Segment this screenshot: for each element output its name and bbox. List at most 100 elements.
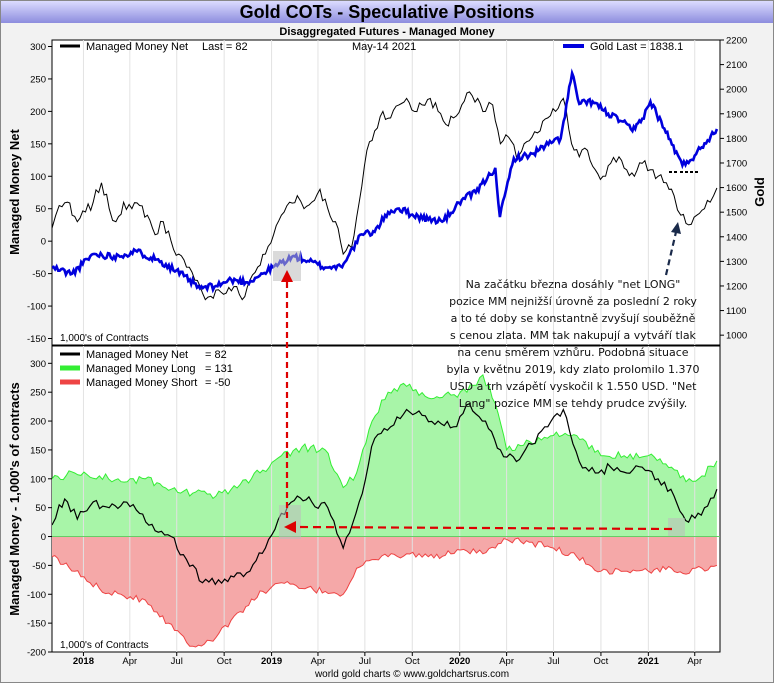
top-y-axis-title: Managed Money Net <box>7 128 22 254</box>
top-plot-area <box>51 39 721 346</box>
top-right-tick-label: 1300 <box>726 257 747 268</box>
note-line-3: a to té doby se konstantně zvyšují soubě… <box>451 312 696 325</box>
x-tick-label: Apr <box>499 656 514 667</box>
x-tick-label: Apr <box>687 656 702 667</box>
note-line-7: USD a trh vzápětí vyskočil k 1.550 USD. … <box>450 380 698 393</box>
long-area <box>52 374 717 537</box>
x-tick-label: Jul <box>359 656 371 667</box>
x-tick-label: 2021 <box>638 656 660 667</box>
x-tick-label: Apr <box>311 656 326 667</box>
x-tick-label: 2018 <box>73 656 94 667</box>
note-line-5: na cenu směrem vzhůru. Podobná situace <box>457 346 688 359</box>
note-arrow-head-icon <box>671 222 681 234</box>
highlight-box-bottom <box>279 505 301 539</box>
legend-short-label: Managed Money Short <box>86 377 197 389</box>
legend-long-value: = 131 <box>205 363 233 375</box>
chart-title: Gold COTs - Speculative Positions <box>240 2 535 22</box>
bottom-left-tick-label: 0 <box>41 532 46 543</box>
gold-price-line <box>52 68 719 294</box>
top-left-tick-label: 150 <box>30 139 46 150</box>
top-left-axis: -150 -100 -50 0 50 100 150 200 250 300 <box>27 42 52 345</box>
legend-short-value: = -50 <box>205 377 230 389</box>
x-tick-label: Oct <box>217 656 232 667</box>
x-tick-label: Oct <box>594 656 609 667</box>
bottom-left-tick-label: 50 <box>35 503 46 514</box>
top-legend: Managed Money Net Last = 82 May-14 2021 … <box>60 41 683 53</box>
top-left-tick-label: 200 <box>30 107 46 118</box>
date-label: May-14 2021 <box>352 41 416 53</box>
top-left-tick-label: 50 <box>35 204 46 215</box>
highlight-box-2021 <box>668 518 685 536</box>
x-tick-label: 2020 <box>449 656 470 667</box>
bottom-left-tick-label: 250 <box>30 388 46 399</box>
top-right-tick-label: 2000 <box>726 85 747 96</box>
chart-subtitle: Disaggregated Futures - Managed Money <box>279 26 495 38</box>
top-left-tick-label: -50 <box>32 269 46 280</box>
note-line-2: pozice MM nejnižší úrovně za poslední 2 … <box>449 295 697 308</box>
bottom-left-tick-label: 300 <box>30 359 46 370</box>
top-net-line <box>52 91 718 301</box>
bottom-left-tick-label: -100 <box>27 590 46 601</box>
bottom-left-tick-label: -150 <box>27 619 46 630</box>
top-left-tick-label: 250 <box>30 74 46 85</box>
long-line <box>52 374 718 500</box>
vertical-grid <box>82 40 696 652</box>
bottom-legend: Managed Money Net = 82 Managed Money Lon… <box>60 349 233 389</box>
title-bar <box>1 1 773 23</box>
red-arrow-head-left-icon <box>284 521 296 533</box>
note-line-8: Long" pozice MM se tehdy prudce zvýšily. <box>459 397 687 410</box>
legend-bot-net-label: Managed Money Net <box>86 349 188 361</box>
top-right-tick-label: 1400 <box>726 232 747 243</box>
bottom-y-axis-title: Managed Money - 1,000's of contracts <box>7 382 22 616</box>
top-series-layer <box>52 68 719 301</box>
top-y2-axis-title: Gold <box>752 177 767 207</box>
legend-net-last: Last = 82 <box>202 41 248 53</box>
legend-net-label: Managed Money Net <box>86 41 188 53</box>
bottom-left-tick-label: -200 <box>27 648 46 659</box>
annotation-layer <box>273 171 698 539</box>
x-axis: 2018 Apr Jul Oct 2019 Apr Jul Oct 2020 Apr Jul Oct 2… <box>73 652 702 667</box>
bottom-left-tick-label: 150 <box>30 445 46 456</box>
top-units-note: 1,000's of Contracts <box>60 333 149 344</box>
x-tick-label: Apr <box>122 656 137 667</box>
top-left-tick-label: -150 <box>27 334 46 345</box>
top-right-tick-label: 2200 <box>726 36 747 47</box>
red-arrow-head-up-icon <box>281 270 293 282</box>
x-tick-label: 2019 <box>261 656 282 667</box>
bottom-left-tick-label: -50 <box>32 561 46 572</box>
top-right-tick-label: 1800 <box>726 134 747 145</box>
red-dashed-horizontal-arrow <box>295 525 673 531</box>
top-left-tick-label: 0 <box>41 237 46 248</box>
bottom-series-layer <box>52 374 720 648</box>
bottom-left-axis: -200 -150 -100 -50 0 50 100 150 200 250 300 <box>27 359 52 659</box>
top-right-tick-label: 1900 <box>726 109 747 120</box>
bottom-units-note: 1,000's of Contracts <box>60 640 149 651</box>
top-right-axis: 1000 1100 1200 1300 1400 1500 1600 1700 1800 1900… <box>720 36 747 342</box>
top-right-tick-label: 1600 <box>726 183 747 194</box>
x-tick-label: Jul <box>171 656 183 667</box>
top-right-tick-label: 1700 <box>726 158 747 169</box>
bottom-net-line <box>52 402 718 586</box>
bottom-left-tick-label: 200 <box>30 417 46 428</box>
top-right-tick-label: 1500 <box>726 208 747 219</box>
bottom-left-tick-label: 100 <box>30 474 46 485</box>
note-line-6: byla v květnu 2019, kdy zlato prolomilo … <box>447 363 700 376</box>
short-area <box>52 536 717 647</box>
note-dashed-arrow <box>664 231 678 276</box>
short-line <box>52 537 718 648</box>
x-tick-label: Oct <box>405 656 420 667</box>
top-left-tick-label: -100 <box>27 302 46 313</box>
top-right-tick-label: 1100 <box>726 306 746 317</box>
top-right-tick-label: 1200 <box>726 281 747 292</box>
note-line-1: Na začátku března dosáhly "net LONG" <box>466 278 681 291</box>
annotation-note: Na začátku března dosáhly "net LONG" poz… <box>447 278 700 410</box>
footer-credit: world gold charts © www.goldchartsrus.co… <box>314 669 509 680</box>
top-left-tick-label: 100 <box>30 172 46 183</box>
note-line-4: s cenou zlata. MM tak nakupují a vytváří… <box>450 329 697 342</box>
top-right-tick-label: 2100 <box>726 60 747 71</box>
x-tick-label: Jul <box>547 656 559 667</box>
legend-bot-net-value: = 82 <box>205 349 227 361</box>
bottom-area-layer <box>52 374 717 647</box>
legend-long-label: Managed Money Long <box>86 363 195 375</box>
